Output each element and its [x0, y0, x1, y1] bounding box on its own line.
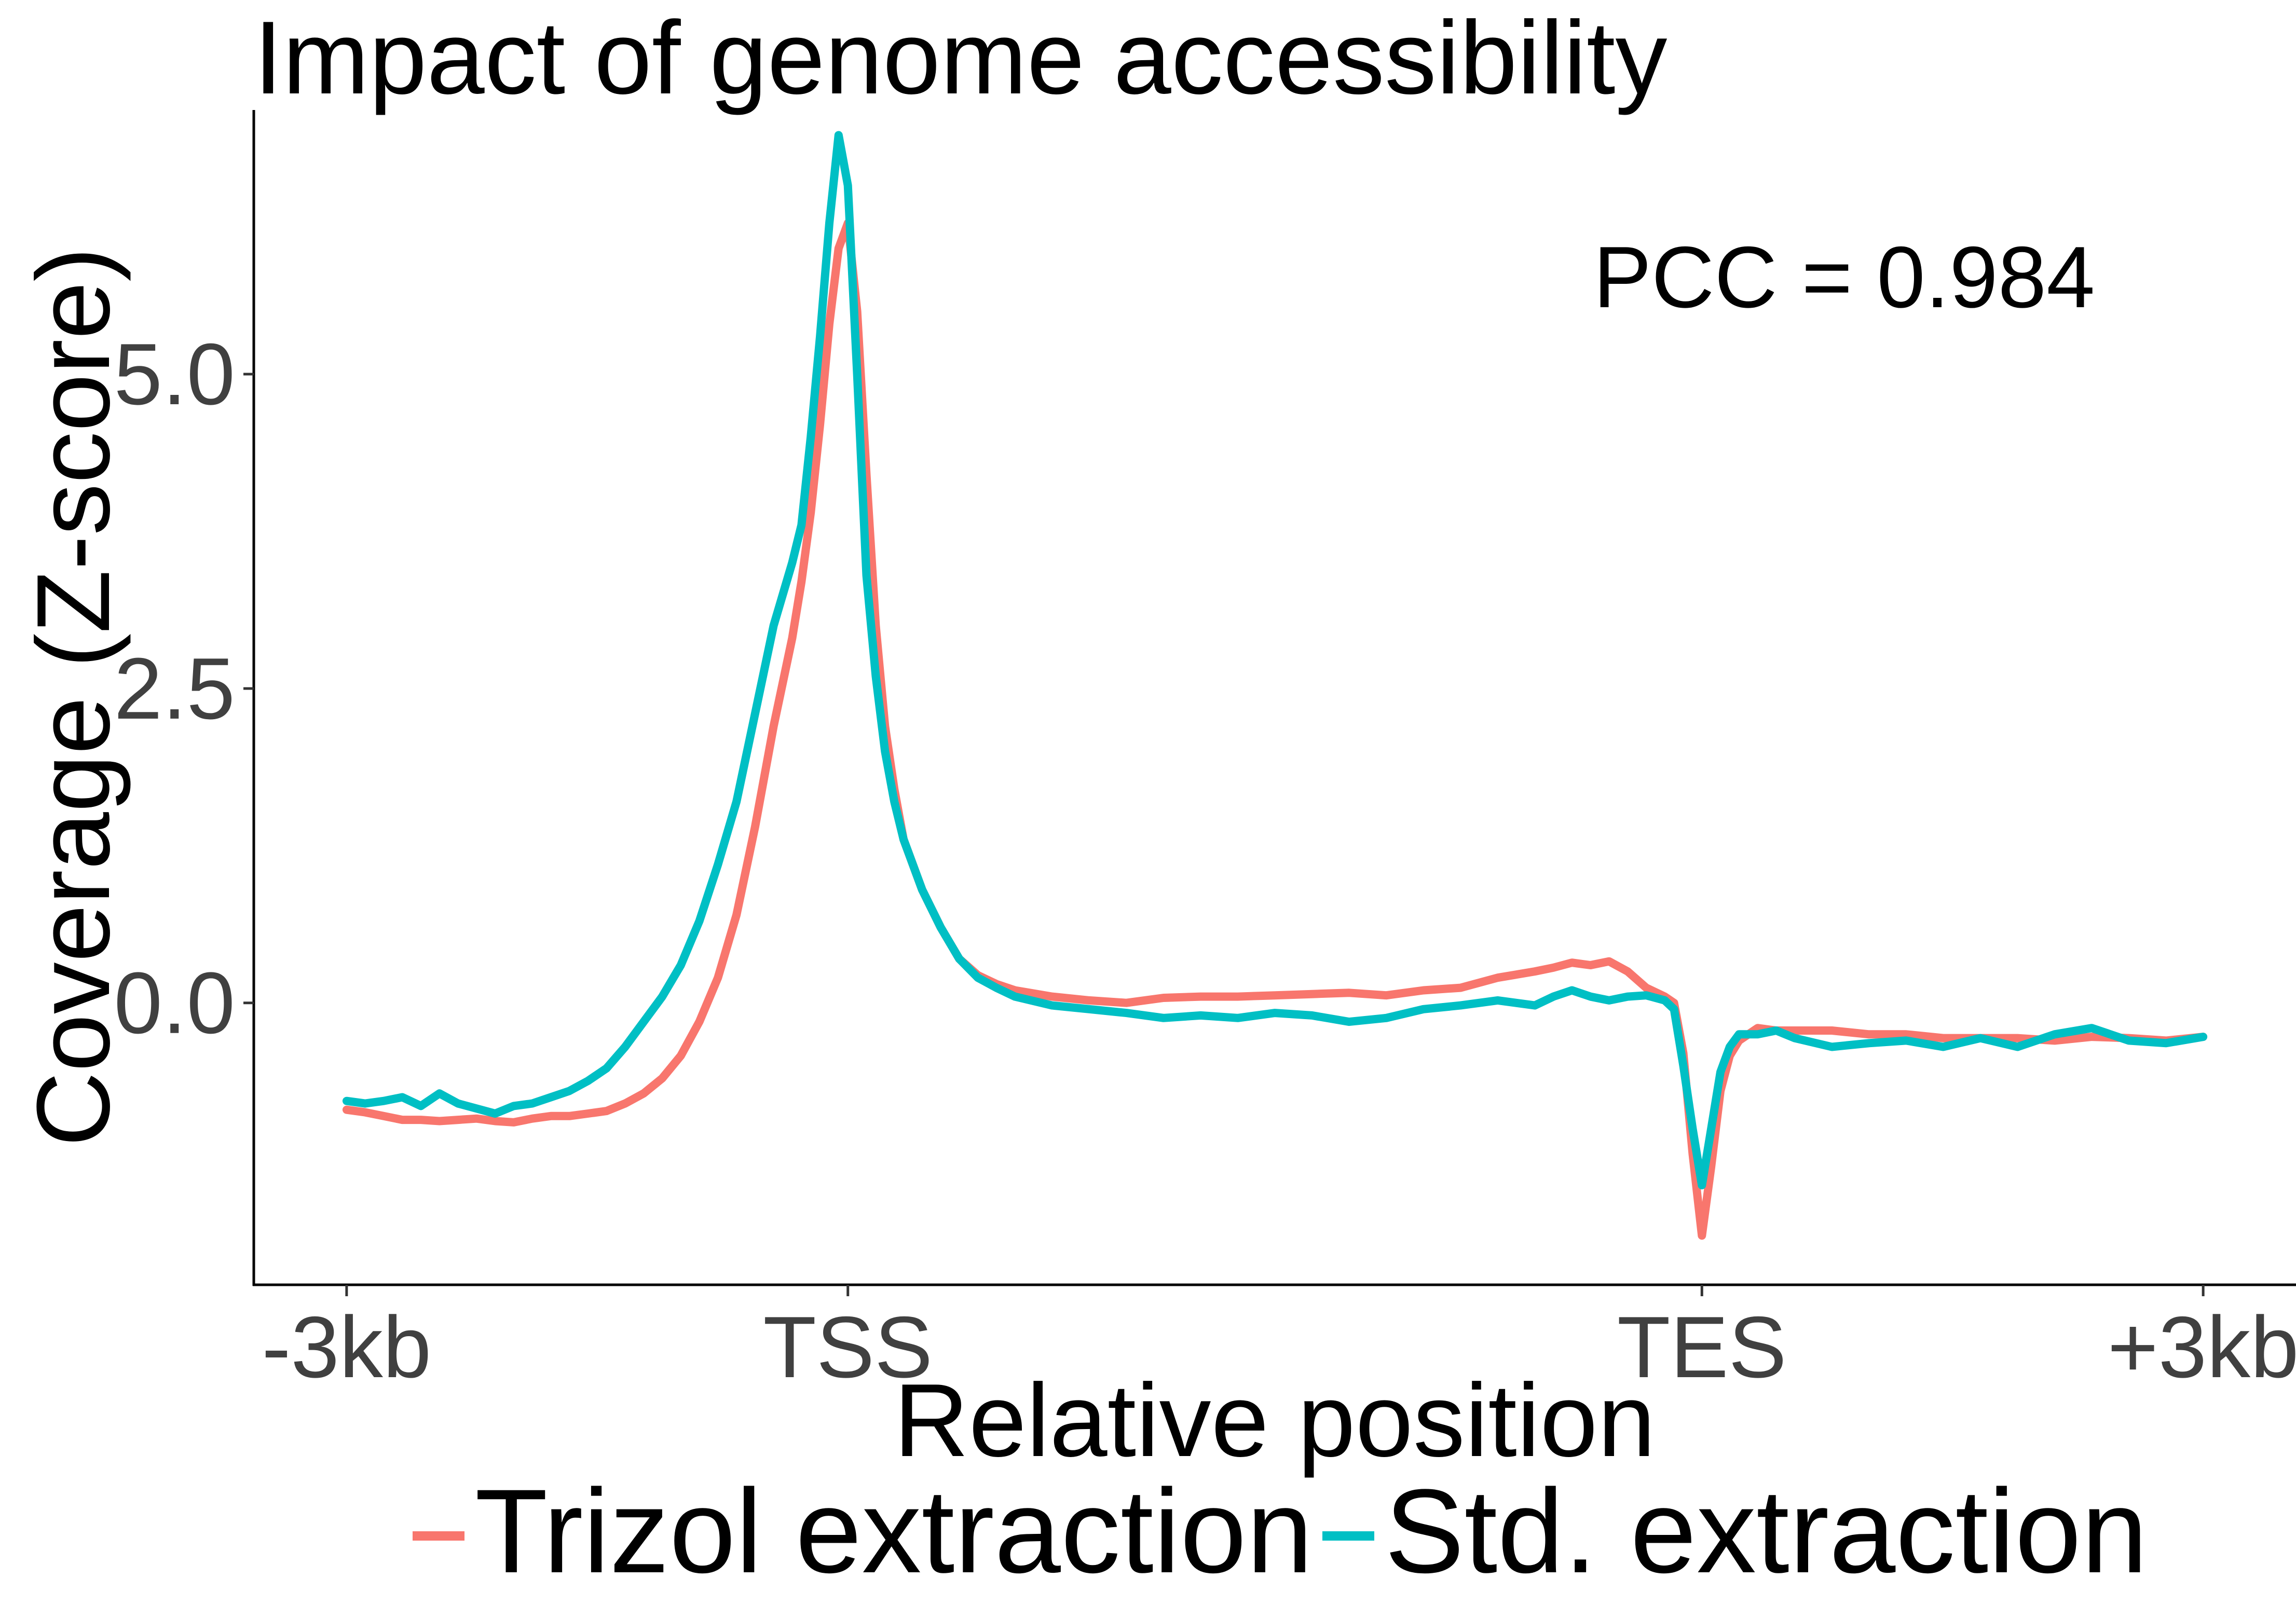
x-tick-label: TSS	[763, 1298, 933, 1396]
y-ticks: 0.0 2.5 5.0	[114, 325, 254, 1052]
x-tick-label: +3kb	[2108, 1298, 2296, 1396]
y-axis-title: Coverage (Z-score)	[16, 247, 131, 1147]
series-lines	[342, 131, 2208, 1240]
legend-label-trizol-extraction: Trizol extraction	[475, 1464, 1313, 1598]
y-tick-label: 0.0	[114, 954, 235, 1052]
x-tick-label: TES	[1617, 1298, 1787, 1396]
series-line-std-extraction	[342, 131, 2208, 1190]
series-line-trizol-extraction	[342, 219, 2208, 1240]
pcc-annotation: PCC = 0.984	[1593, 228, 2095, 326]
legend-label-std-extraction: Std. extraction	[1385, 1464, 2148, 1598]
y-tick-label: 2.5	[114, 640, 235, 737]
y-tick-label: 5.0	[114, 325, 235, 423]
plot-area: 0.0 2.5 5.0 -3kb TSS TES +3kb	[114, 110, 2296, 1396]
x-tick-label: -3kb	[262, 1298, 431, 1396]
x-axis-title: Relative position	[894, 1363, 1655, 1478]
chart-title: Impact of genome accessibility	[254, 0, 1667, 116]
x-ticks: -3kb TSS TES +3kb	[262, 1285, 2296, 1396]
legend: Trizol extraction Std. extraction	[413, 1464, 2148, 1598]
